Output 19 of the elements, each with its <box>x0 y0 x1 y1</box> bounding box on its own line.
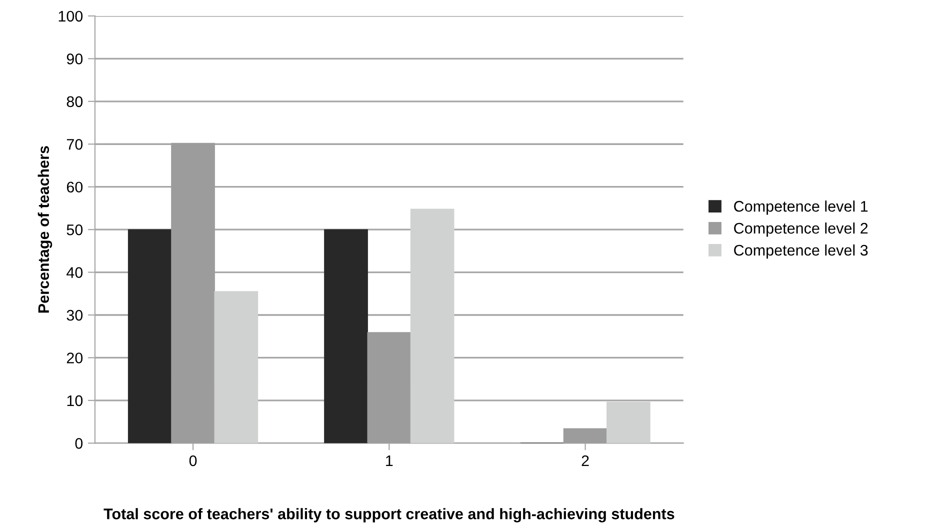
x-tick-label: 2 <box>582 455 589 466</box>
y-tick-label: 90 <box>66 54 83 64</box>
y-tick-label: 30 <box>66 310 83 321</box>
y-tick-label: 10 <box>67 395 83 406</box>
y-tick-label: 20 <box>66 352 83 364</box>
x-tick-label: 0 <box>189 455 197 466</box>
legend-label: Competence level 1 <box>734 200 868 215</box>
y-tick-label: 100 <box>58 10 83 22</box>
y-tick-label: 70 <box>66 138 83 150</box>
legend-label: Competence level 3 <box>734 244 868 259</box>
y-axis-title: Percentage of teachers <box>38 146 52 313</box>
y-tick-label: 40 <box>66 267 83 278</box>
y-tick-label: 60 <box>66 182 83 193</box>
x-tick-label: 1 <box>386 456 393 466</box>
y-tick-label: 50 <box>66 224 83 236</box>
legend-label: Competence level 2 <box>734 222 868 237</box>
y-tick-label: 80 <box>66 96 83 108</box>
x-axis-title: Total score of teachers' ability to support creative and high-achieving students <box>104 508 674 522</box>
y-tick-label: 0 <box>75 438 83 449</box>
